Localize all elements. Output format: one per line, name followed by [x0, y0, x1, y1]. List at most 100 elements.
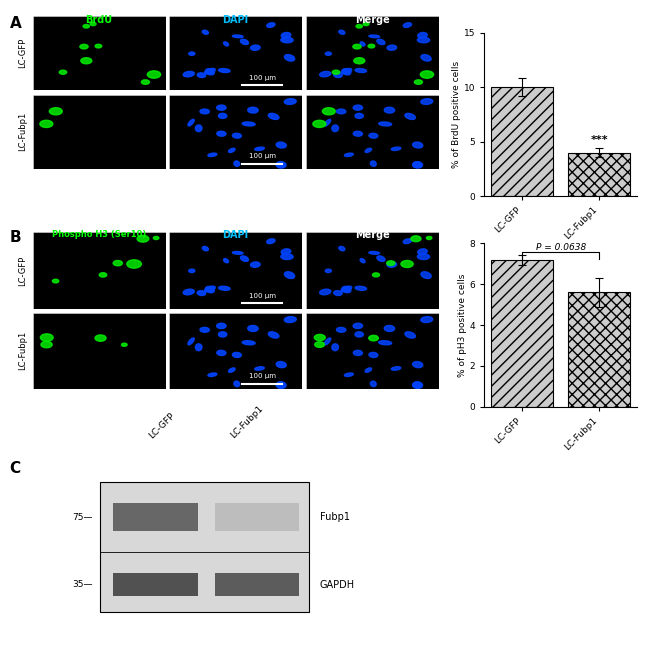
Circle shape: [80, 44, 88, 49]
Ellipse shape: [233, 353, 241, 358]
FancyBboxPatch shape: [100, 482, 309, 612]
Bar: [491, 260, 553, 407]
Circle shape: [372, 273, 380, 277]
Text: 100 μm: 100 μm: [249, 293, 276, 299]
Circle shape: [49, 108, 62, 115]
Circle shape: [363, 22, 369, 26]
Ellipse shape: [379, 341, 391, 345]
Ellipse shape: [276, 382, 286, 388]
Ellipse shape: [333, 73, 342, 78]
Ellipse shape: [233, 252, 243, 254]
Circle shape: [141, 80, 150, 84]
Circle shape: [137, 235, 149, 242]
Circle shape: [411, 236, 421, 241]
Circle shape: [315, 334, 325, 341]
FancyBboxPatch shape: [214, 504, 299, 531]
Ellipse shape: [281, 37, 293, 43]
Ellipse shape: [405, 332, 415, 338]
Ellipse shape: [281, 254, 293, 260]
Circle shape: [122, 343, 127, 347]
Ellipse shape: [421, 317, 433, 322]
Text: DAPI: DAPI: [222, 15, 249, 25]
Ellipse shape: [276, 162, 285, 167]
Text: B: B: [10, 230, 21, 245]
Ellipse shape: [360, 42, 365, 46]
Ellipse shape: [205, 286, 215, 292]
Ellipse shape: [413, 162, 421, 167]
Ellipse shape: [276, 382, 285, 388]
Ellipse shape: [387, 262, 396, 267]
Ellipse shape: [384, 107, 395, 113]
Text: LC-GFP: LC-GFP: [147, 411, 176, 440]
Ellipse shape: [216, 105, 226, 111]
Ellipse shape: [413, 162, 422, 168]
Circle shape: [387, 261, 395, 266]
Ellipse shape: [217, 351, 226, 356]
Text: 35—: 35—: [73, 580, 93, 589]
Ellipse shape: [355, 113, 363, 118]
Ellipse shape: [365, 148, 372, 152]
Circle shape: [421, 71, 434, 78]
Ellipse shape: [266, 23, 275, 27]
Ellipse shape: [285, 272, 294, 279]
Ellipse shape: [369, 353, 378, 358]
Ellipse shape: [242, 122, 255, 126]
Text: 75—: 75—: [73, 513, 93, 522]
Ellipse shape: [200, 109, 209, 114]
Ellipse shape: [413, 382, 422, 388]
Y-axis label: % of pH3 positive cells: % of pH3 positive cells: [458, 273, 467, 377]
Ellipse shape: [384, 326, 395, 332]
Ellipse shape: [188, 52, 195, 56]
Text: C: C: [10, 461, 21, 476]
Circle shape: [83, 24, 90, 28]
Circle shape: [41, 341, 52, 348]
Text: Merge: Merge: [355, 15, 389, 25]
Ellipse shape: [341, 69, 352, 74]
Ellipse shape: [413, 142, 422, 148]
Ellipse shape: [276, 162, 286, 168]
Ellipse shape: [218, 69, 230, 73]
Circle shape: [95, 44, 101, 48]
Ellipse shape: [197, 290, 205, 296]
Ellipse shape: [268, 113, 279, 120]
Circle shape: [368, 44, 374, 48]
Ellipse shape: [240, 256, 248, 262]
Ellipse shape: [266, 239, 275, 243]
Ellipse shape: [224, 42, 229, 46]
Text: Merge: Merge: [355, 230, 389, 240]
Ellipse shape: [353, 323, 363, 328]
Bar: [568, 292, 630, 407]
Ellipse shape: [379, 122, 391, 126]
Ellipse shape: [281, 33, 291, 38]
Text: LC-Fubp1: LC-Fubp1: [228, 404, 265, 440]
Ellipse shape: [255, 367, 265, 370]
Circle shape: [153, 236, 159, 239]
Ellipse shape: [188, 338, 194, 345]
Circle shape: [354, 58, 365, 64]
FancyBboxPatch shape: [113, 504, 198, 531]
Ellipse shape: [183, 289, 194, 295]
Ellipse shape: [387, 45, 396, 50]
Ellipse shape: [421, 99, 433, 105]
Ellipse shape: [196, 344, 202, 351]
Circle shape: [59, 70, 67, 75]
Text: ***: ***: [590, 135, 608, 145]
Text: P = 0.0638: P = 0.0638: [536, 243, 586, 252]
Ellipse shape: [276, 362, 286, 368]
Ellipse shape: [281, 249, 291, 254]
Circle shape: [40, 120, 53, 128]
Ellipse shape: [217, 131, 226, 136]
Ellipse shape: [242, 341, 255, 345]
Ellipse shape: [418, 33, 427, 38]
Text: 100 μm: 100 μm: [249, 153, 276, 159]
Ellipse shape: [208, 153, 217, 156]
Ellipse shape: [403, 239, 411, 243]
Ellipse shape: [353, 105, 363, 111]
Ellipse shape: [183, 71, 194, 77]
Ellipse shape: [370, 381, 376, 387]
Ellipse shape: [320, 289, 331, 295]
Text: LC-GFP: LC-GFP: [18, 255, 27, 286]
Ellipse shape: [355, 286, 367, 290]
FancyBboxPatch shape: [214, 574, 299, 596]
Ellipse shape: [342, 286, 351, 293]
